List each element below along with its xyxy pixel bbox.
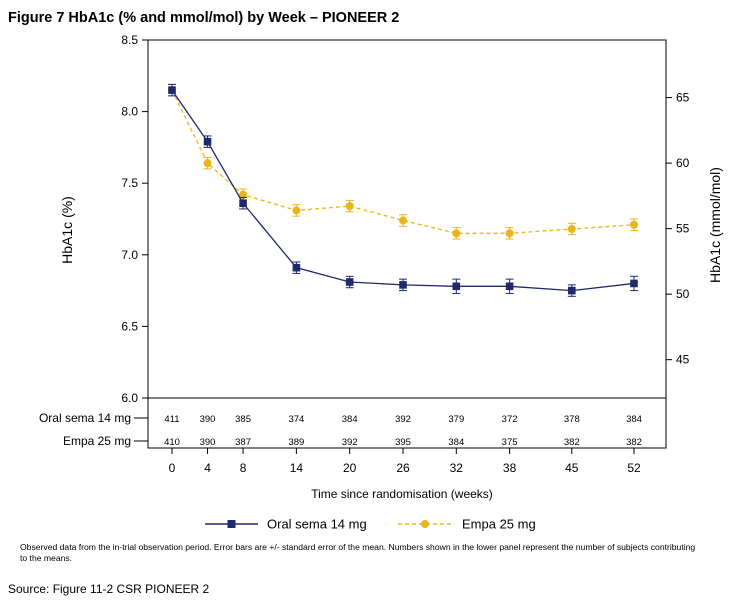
right-y-axis: 45 50 55 60 65 [666, 91, 690, 367]
x-tick-label: 4 [204, 461, 211, 475]
right-y-tick-label: 60 [676, 156, 690, 170]
subject-count: 387 [235, 437, 251, 448]
count-panel-border [147, 397, 667, 449]
data-point [568, 286, 576, 295]
subject-count: 392 [395, 414, 411, 425]
x-tick-label: 20 [343, 461, 357, 475]
count-row-label: Oral sema 14 mg [39, 411, 131, 425]
left-y-tick-label: 6.5 [121, 319, 138, 333]
legend-label: Empa 25 mg [462, 517, 536, 532]
plot-area-border [147, 39, 667, 399]
legend-marker [227, 520, 236, 528]
x-tick-label: 32 [450, 461, 464, 475]
subject-count: 374 [288, 414, 304, 425]
data-point [168, 86, 176, 94]
series-line [171, 89, 635, 292]
y-axis-label-left: HbA1c (%) [59, 196, 75, 264]
footnote: Observed data from the in-trial observat… [20, 542, 696, 563]
subject-count: 395 [395, 437, 411, 448]
subject-count: 390 [200, 414, 216, 425]
data-point [630, 279, 638, 288]
subject-count: 375 [502, 437, 518, 448]
subject-count: 384 [342, 414, 358, 425]
subject-count: 384 [448, 437, 464, 448]
plot-frame [147, 39, 667, 449]
subject-count: 389 [288, 437, 304, 448]
legend-marker [421, 520, 429, 528]
data-point [399, 281, 407, 289]
series-empa-25mg [168, 83, 638, 240]
subject-count: 390 [200, 437, 216, 448]
left-y-tick-label: 6.0 [121, 391, 138, 405]
data-point [505, 282, 514, 291]
subject-count-panel: Oral sema 14 mg 411 390 385 374 384 392 379 372 3… [39, 411, 642, 448]
x-tick-label: 0 [169, 461, 176, 475]
figure-title: Figure 7 HbA1c (% and mmol/mol) by Week … [8, 10, 400, 26]
x-tick-label: 26 [396, 461, 410, 475]
subject-count: 392 [342, 437, 358, 448]
data-point [452, 229, 461, 238]
y-axis-label-right: HbA1c (mmol/mol) [707, 167, 723, 283]
subject-count: 378 [564, 414, 580, 425]
left-y-tick-label: 8.0 [121, 105, 138, 119]
legend: Oral sema 14 mg Empa 25 mg [205, 517, 536, 532]
left-y-tick-label: 7.5 [121, 176, 138, 190]
right-y-tick-label: 65 [676, 91, 690, 105]
series-oral-sema-14mg [168, 83, 638, 297]
source-note: Source: Figure 11-2 CSR PIONEER 2 [8, 582, 210, 596]
data-point [630, 220, 638, 229]
data-point [292, 263, 301, 272]
subject-count: 372 [502, 414, 518, 425]
data-point [345, 202, 354, 211]
data-point [505, 229, 514, 238]
subject-count: 382 [564, 437, 580, 448]
subject-count: 379 [448, 414, 464, 425]
right-y-tick-label: 55 [676, 222, 690, 236]
data-point [239, 199, 247, 208]
x-tick-label: 8 [240, 461, 247, 475]
subject-count: 384 [626, 414, 642, 425]
subject-count: 410 [164, 437, 180, 448]
subject-count: 382 [626, 437, 642, 448]
series-layer [168, 83, 638, 297]
x-tick-label: 52 [627, 461, 641, 475]
data-point [567, 225, 576, 234]
subject-count: 411 [164, 414, 179, 425]
data-point [345, 278, 354, 286]
left-y-axis: 6.0 6.5 7.0 7.5 8.0 8.5 [121, 33, 148, 405]
data-point [239, 190, 248, 199]
count-row-label: Empa 25 mg [63, 434, 131, 448]
legend-label: Oral sema 14 mg [267, 517, 367, 532]
subject-count: 385 [235, 414, 251, 425]
data-point [452, 282, 461, 291]
data-point [203, 137, 212, 146]
left-y-tick-label: 7.0 [121, 248, 138, 262]
data-point [292, 206, 301, 215]
x-axis: 0 4 8 14 20 26 32 38 45 52 [169, 448, 641, 475]
right-y-tick-label: 50 [676, 287, 690, 301]
hba1c-line-chart: 6.0 6.5 7.0 7.5 8.0 8.5 45 50 55 60 65 0 4 8 14 20 26 3… [39, 33, 723, 532]
right-y-tick-label: 45 [676, 353, 690, 367]
x-axis-label: Time since randomisation (weeks) [311, 487, 493, 501]
series-line [171, 89, 635, 234]
left-y-tick-label: 8.5 [121, 33, 138, 47]
x-tick-label: 45 [565, 461, 579, 475]
x-tick-label: 14 [290, 461, 304, 475]
x-tick-label: 38 [503, 461, 517, 475]
data-point [399, 216, 407, 225]
data-point [203, 159, 212, 168]
